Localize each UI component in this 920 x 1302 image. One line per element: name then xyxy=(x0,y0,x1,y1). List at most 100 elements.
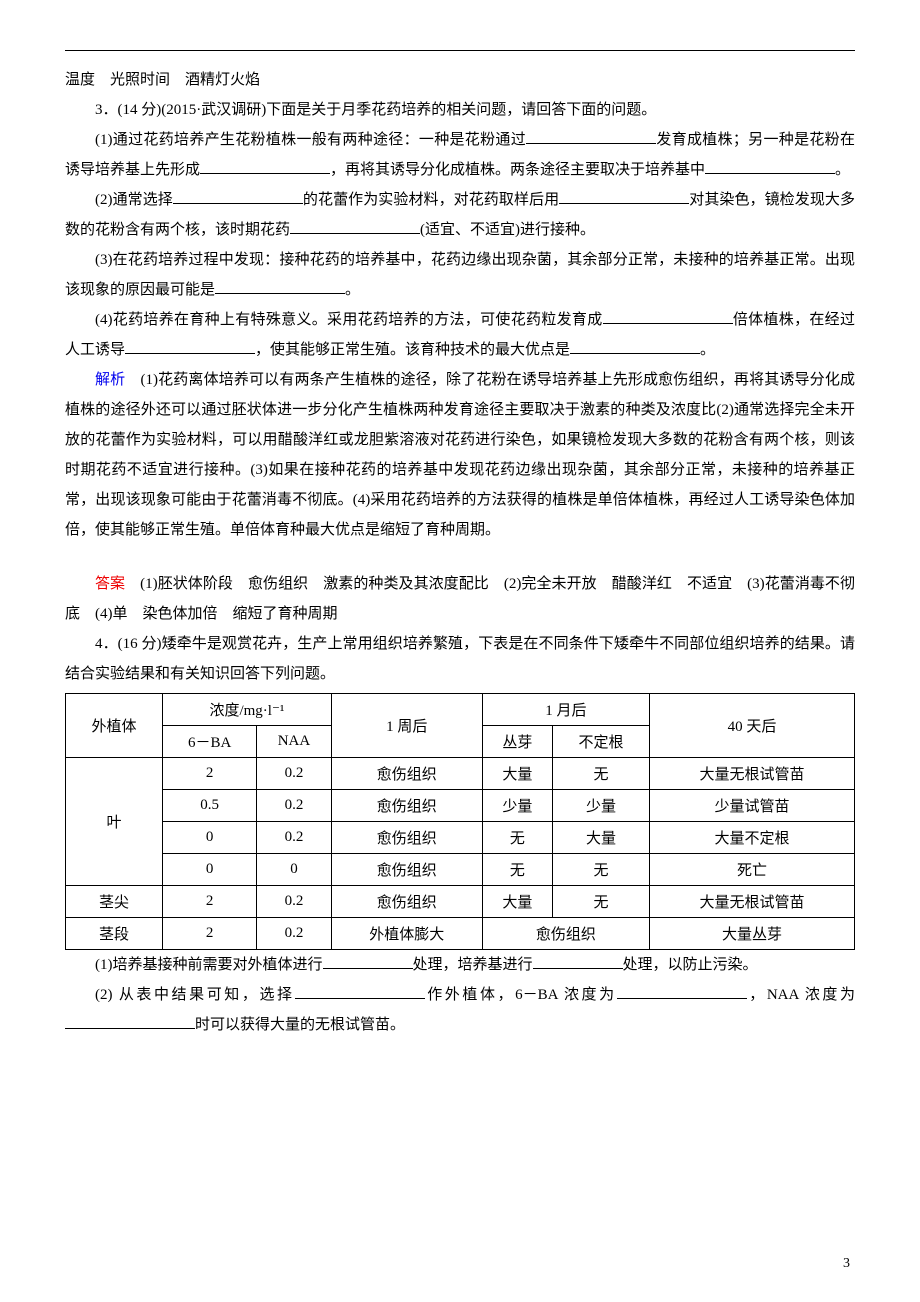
cell: 大量无根试管苗 xyxy=(650,886,855,918)
cell: 愈伤组织 xyxy=(331,758,482,790)
q3-p4d: 。 xyxy=(700,342,715,358)
blank xyxy=(290,218,420,234)
th-congya: 丛芽 xyxy=(482,726,552,758)
blank xyxy=(603,308,733,324)
q3-answer: 答案 (1)胚状体阶段 愈伤组织 激素的种类及其浓度配比 (2)完全未开放 醋酸… xyxy=(65,569,855,629)
th-1week: 1 周后 xyxy=(331,694,482,758)
cell: 大量 xyxy=(482,758,552,790)
q3-p2b: 的花蕾作为实验材料，对花药取样后用 xyxy=(303,192,559,208)
th-naa: NAA xyxy=(257,726,332,758)
cell-explant: 茎尖 xyxy=(66,886,163,918)
blank xyxy=(526,128,656,144)
cell: 0.2 xyxy=(257,918,332,950)
cell: 无 xyxy=(552,758,649,790)
q4-head: 4．(16 分)矮牵牛是观赏花卉，生产上常用组织培养繁殖，下表是在不同条件下矮牵… xyxy=(65,629,855,689)
cell: 0 xyxy=(163,854,257,886)
cell: 无 xyxy=(552,886,649,918)
table-row: 0 0 愈伤组织 无 无 死亡 xyxy=(66,854,855,886)
q4-p2: (2) 从表中结果可知，选择 作外植体，6－BA 浓度为 ，NAA 浓度为时可以获得… xyxy=(65,980,855,1040)
blank xyxy=(295,983,425,999)
cell: 大量丛芽 xyxy=(650,918,855,950)
cell: 无 xyxy=(482,822,552,854)
q4-p2d: 时可以获得大量的无根试管苗。 xyxy=(195,1017,405,1033)
q4-p1a: (1)培养基接种前需要对外植体进行 xyxy=(95,957,323,973)
header-rule xyxy=(65,50,855,51)
q3-p4c: ，使其能够正常生殖。该育种技术的最大优点是 xyxy=(255,342,570,358)
experiment-table: 外植体 浓度/mg·l⁻¹ 1 周后 1 月后 40 天后 6－BA NAA 丛… xyxy=(65,693,855,950)
q3-answer-text: (1)胚状体阶段 愈伤组织 激素的种类及其浓度配比 (2)完全未开放 醋酸洋红 … xyxy=(65,576,855,622)
cell: 0.2 xyxy=(257,758,332,790)
blank xyxy=(559,188,689,204)
cell: 大量 xyxy=(552,822,649,854)
q4-p2a: (2) 从表中结果可知，选择 xyxy=(95,987,295,1003)
cell: 无 xyxy=(552,854,649,886)
cell: 大量不定根 xyxy=(650,822,855,854)
q3-analysis-text: (1)花药离体培养可以有两条产生植株的途径，除了花粉在诱导培养基上先形成愈伤组织… xyxy=(65,372,855,538)
q3-head: 3．(14 分)(2015·武汉调研)下面是关于月季花药培养的相关问题，请回答下… xyxy=(65,95,855,125)
cell: 大量无根试管苗 xyxy=(650,758,855,790)
table-row: 茎尖 2 0.2 愈伤组织 大量 无 大量无根试管苗 xyxy=(66,886,855,918)
cell: 愈伤组织 xyxy=(331,790,482,822)
cell: 少量试管苗 xyxy=(650,790,855,822)
th-6ba: 6－BA xyxy=(163,726,257,758)
answer-label: 答案 xyxy=(95,576,125,592)
cell: 愈伤组织 xyxy=(331,854,482,886)
blank xyxy=(125,338,255,354)
q3-p2d: (适宜、不适宜)进行接种。 xyxy=(420,222,595,238)
th-1month: 1 月后 xyxy=(482,694,649,726)
th-explant: 外植体 xyxy=(66,694,163,758)
q3-p2a: (2)通常选择 xyxy=(95,192,173,208)
table-row: 0.5 0.2 愈伤组织 少量 少量 少量试管苗 xyxy=(66,790,855,822)
cell: 大量 xyxy=(482,886,552,918)
blank xyxy=(617,983,747,999)
blank xyxy=(215,278,345,294)
blank xyxy=(570,338,700,354)
cell: 0.2 xyxy=(257,790,332,822)
table-row: 0 0.2 愈伤组织 无 大量 大量不定根 xyxy=(66,822,855,854)
q3-p2: (2)通常选择的花蕾作为实验材料，对花药取样后用对其染色，镜检发现大多数的花粉含… xyxy=(65,185,855,245)
blank xyxy=(705,158,835,174)
page-number: 3 xyxy=(843,1256,850,1272)
cell: 2 xyxy=(163,758,257,790)
analysis-label: 解析 xyxy=(95,372,125,388)
cell: 少量 xyxy=(552,790,649,822)
q3-p3b: 。 xyxy=(345,282,360,298)
q3-p4: (4)花药培养在育种上有特殊意义。采用花药培养的方法，可使花药粒发育成倍体植株，… xyxy=(65,305,855,365)
table-header-row: 外植体 浓度/mg·l⁻¹ 1 周后 1 月后 40 天后 xyxy=(66,694,855,726)
cell: 少量 xyxy=(482,790,552,822)
blank xyxy=(200,158,330,174)
top-text: 温度 光照时间 酒精灯火焰 xyxy=(65,65,855,95)
cell: 0.2 xyxy=(257,886,332,918)
q4-p2b: 作外植体，6－BA 浓度为 xyxy=(425,987,617,1003)
cell: 0 xyxy=(163,822,257,854)
cell: 0.2 xyxy=(257,822,332,854)
cell: 2 xyxy=(163,918,257,950)
cell: 0.5 xyxy=(163,790,257,822)
cell-explant: 茎段 xyxy=(66,918,163,950)
cell: 愈伤组织 xyxy=(482,918,649,950)
cell: 2 xyxy=(163,886,257,918)
q4-p2c: ，NAA 浓度为 xyxy=(747,987,855,1003)
q3-analysis: 解析 (1)花药离体培养可以有两条产生植株的途径，除了花粉在诱导培养基上先形成愈… xyxy=(65,365,855,545)
th-conc: 浓度/mg·l⁻¹ xyxy=(163,694,332,726)
q4-p1c: 处理，以防止污染。 xyxy=(623,957,758,973)
cell: 无 xyxy=(482,854,552,886)
cell: 愈伤组织 xyxy=(331,822,482,854)
q3-p1a: (1)通过花药培养产生花粉植株一般有两种途径：一种是花粉通过 xyxy=(95,132,526,148)
spacer xyxy=(65,545,855,569)
q3-p3: (3)在花药培养过程中发现：接种花药的培养基中，花药边缘出现杂菌，其余部分正常，… xyxy=(65,245,855,305)
blank xyxy=(173,188,303,204)
table-row: 叶 2 0.2 愈伤组织 大量 无 大量无根试管苗 xyxy=(66,758,855,790)
page-container: 温度 光照时间 酒精灯火焰 3．(14 分)(2015·武汉调研)下面是关于月季… xyxy=(0,0,920,1302)
blank xyxy=(65,1013,195,1029)
blank xyxy=(323,953,413,969)
blank xyxy=(533,953,623,969)
cell: 死亡 xyxy=(650,854,855,886)
q4-p1: (1)培养基接种前需要对外植体进行 处理，培养基进行 处理，以防止污染。 xyxy=(65,950,855,980)
cell: 外植体膨大 xyxy=(331,918,482,950)
q4-p1b: 处理，培养基进行 xyxy=(413,957,533,973)
q3-p1d: 。 xyxy=(835,162,850,178)
q3-p4a: (4)花药培养在育种上有特殊意义。采用花药培养的方法，可使花药粒发育成 xyxy=(95,312,603,328)
cell: 愈伤组织 xyxy=(331,886,482,918)
th-budinggen: 不定根 xyxy=(552,726,649,758)
